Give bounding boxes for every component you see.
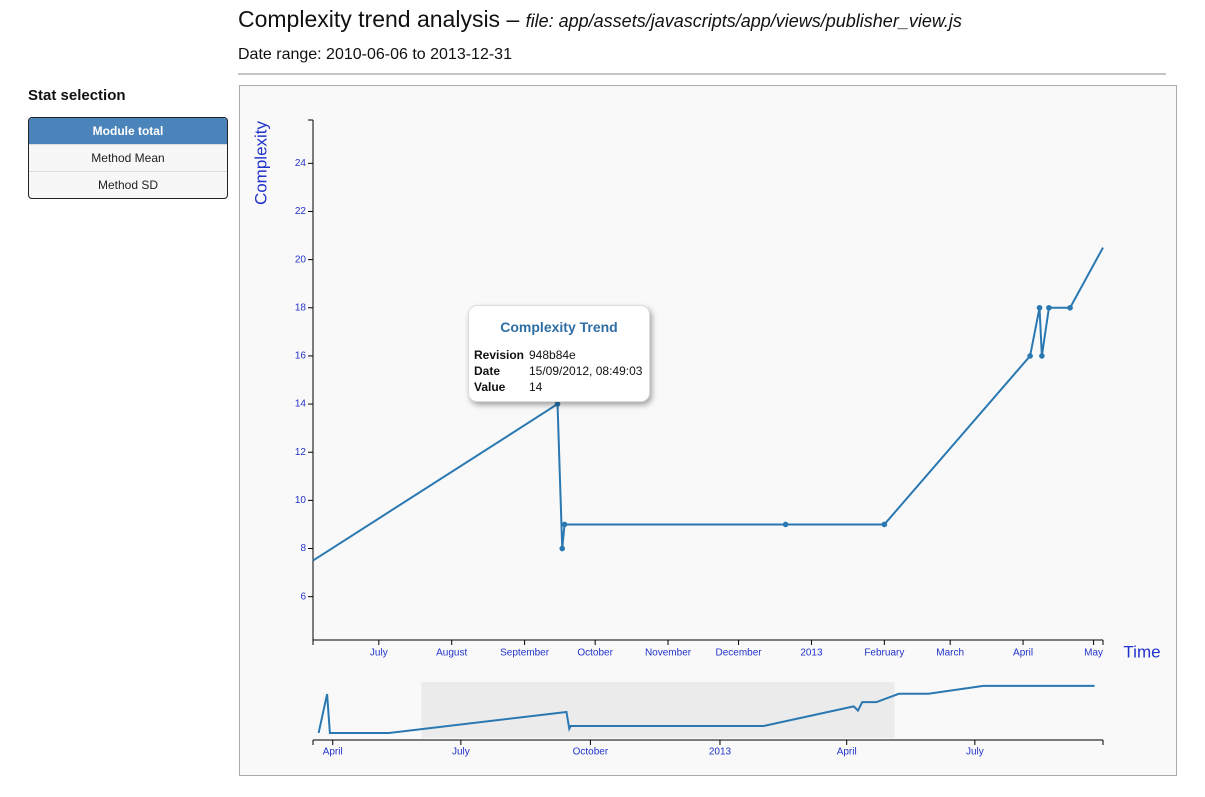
date-range: Date range: 2010-06-06 to 2013-12-31 bbox=[238, 46, 512, 63]
x-tick-label: September bbox=[500, 648, 550, 659]
point bbox=[1067, 304, 1073, 311]
point bbox=[1046, 304, 1052, 311]
tooltip-row: Revision 948b84e bbox=[474, 348, 576, 362]
x-tick-label: April bbox=[837, 747, 857, 758]
x-tick-label: October bbox=[577, 648, 613, 659]
x-tick-label: November bbox=[645, 648, 692, 659]
sidebar-heading: Stat selection bbox=[28, 87, 126, 104]
tooltip-key: Value bbox=[474, 380, 506, 394]
y-tick-label: 22 bbox=[295, 206, 307, 217]
point bbox=[554, 401, 561, 407]
stat-options: Module total Method Mean Method SD bbox=[28, 117, 228, 199]
y-tick-label: 24 bbox=[295, 158, 307, 169]
point bbox=[559, 545, 566, 552]
x-tick-label: October bbox=[573, 747, 609, 758]
y-tick-label: 8 bbox=[300, 543, 306, 554]
tooltip-value: 14 bbox=[529, 380, 543, 394]
tooltip-row: Date 15/09/2012, 08:49:03 bbox=[474, 364, 642, 378]
y-tick-label: 6 bbox=[300, 591, 306, 602]
y-tick-label: 20 bbox=[295, 254, 307, 265]
stat-option[interactable]: Method SD bbox=[29, 171, 227, 198]
x-tick-label: February bbox=[864, 648, 904, 659]
y-axis-label: Complexity bbox=[251, 120, 270, 205]
tooltip-value: 15/09/2012, 08:49:03 bbox=[529, 364, 643, 378]
tooltip-key: Date bbox=[474, 364, 501, 378]
stat-option[interactable]: Method Mean bbox=[29, 144, 227, 171]
title-text: Complexity trend analysis – bbox=[238, 6, 520, 32]
tooltip: Complexity Trend Revision 948b84e Date 15/09… bbox=[468, 305, 650, 402]
chart-frame bbox=[239, 85, 1177, 776]
stat-option[interactable]: Module total bbox=[29, 118, 227, 144]
divider bbox=[238, 73, 1166, 75]
trend-line bbox=[312, 247, 1104, 562]
y-tick-label: 14 bbox=[295, 399, 307, 410]
y-tick-label: 12 bbox=[295, 447, 307, 458]
x-tick-label: April bbox=[323, 747, 343, 758]
point bbox=[881, 521, 888, 528]
x-tick-label: 2013 bbox=[709, 747, 732, 758]
x-tick-label: July bbox=[452, 747, 470, 758]
x-tick-label: July bbox=[370, 648, 388, 659]
context-line bbox=[317, 684, 1095, 734]
y-tick-label: 10 bbox=[295, 495, 307, 506]
x-tick-label: December bbox=[715, 648, 762, 659]
y-tick-label: 18 bbox=[295, 302, 307, 313]
y-tick-label: 16 bbox=[295, 351, 307, 362]
tooltip-value: 948b84e bbox=[529, 348, 576, 362]
x-axis-label: Time bbox=[1123, 642, 1160, 661]
x-tick-label: April bbox=[1013, 648, 1033, 659]
point bbox=[1027, 353, 1033, 359]
x-tick-label: May bbox=[1084, 648, 1103, 659]
x-tick-label: 2013 bbox=[800, 648, 823, 659]
point bbox=[1036, 304, 1043, 311]
tooltip-key: Revision bbox=[474, 348, 525, 362]
point bbox=[1039, 353, 1045, 359]
x-tick-label: March bbox=[936, 648, 964, 659]
brush bbox=[421, 682, 895, 738]
x-tick-label: July bbox=[966, 747, 984, 758]
point bbox=[782, 521, 789, 528]
file-name: file: app/assets/javascripts/app/views/p… bbox=[525, 11, 962, 31]
point bbox=[561, 521, 568, 528]
tooltip-row: Value 14 bbox=[474, 380, 542, 394]
tooltip-title: Complexity Trend bbox=[500, 319, 618, 335]
x-tick-label: August bbox=[436, 648, 467, 659]
page-title: Complexity trend analysis – file: app/as… bbox=[238, 6, 962, 33]
